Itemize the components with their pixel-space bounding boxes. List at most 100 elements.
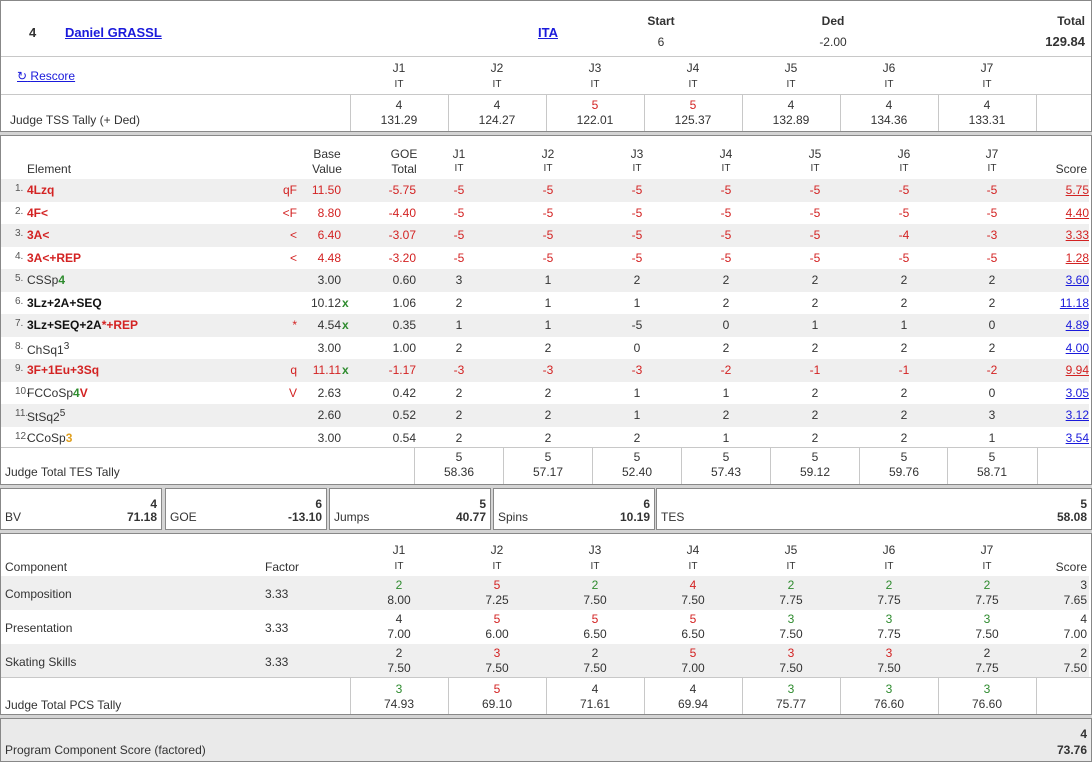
element-judge-goe: -5 xyxy=(898,183,910,197)
element-info: < xyxy=(289,250,297,265)
element-judge-goe: -3 xyxy=(453,363,465,377)
element-judge-goe: 0 xyxy=(633,340,641,355)
element-score-link[interactable]: 1.28 xyxy=(1065,250,1089,265)
element-judge-goe: -5 xyxy=(809,250,821,265)
element-base-value: 2.60 xyxy=(317,408,341,422)
summary-box-tes: TES 5 58.08 xyxy=(656,488,1092,530)
element-score-link[interactable]: 3.54 xyxy=(1065,430,1089,445)
pcs-judge-nation: IT xyxy=(590,561,600,572)
element-row-number: 6. xyxy=(15,295,24,307)
component-judge-mark: 6.50 xyxy=(583,627,607,641)
judge-label: J5 xyxy=(784,61,798,75)
element-judge-goe: -5 xyxy=(631,205,643,220)
element-judge-goe: 2 xyxy=(900,408,908,422)
col-component: Component xyxy=(5,560,68,574)
component-judge-mark: 7.50 xyxy=(387,661,411,675)
element-judge-goe: -5 xyxy=(631,183,643,197)
component-factor: 3.33 xyxy=(265,587,289,601)
element-judge-goe: -5 xyxy=(453,250,465,265)
element-info: < xyxy=(289,228,297,242)
skater-name-link[interactable]: Daniel GRASSL xyxy=(65,25,162,40)
summary-count: 5 xyxy=(479,497,486,511)
element-info: V xyxy=(288,385,297,400)
col-factor: Factor xyxy=(265,560,300,574)
element-name-superscript: 3 xyxy=(63,340,70,352)
element-bonus-x: x xyxy=(342,295,349,310)
judge-total-pcs-tally-label: Judge Total PCS Tally xyxy=(5,698,122,712)
pcs-tally-value: 69.10 xyxy=(481,697,513,711)
element-name-base: StSq2 xyxy=(27,410,60,424)
element-judge-goe: 2 xyxy=(811,408,819,422)
element-score-link[interactable]: 4.40 xyxy=(1065,205,1089,220)
judge-tss-tally: 134.36 xyxy=(870,113,908,127)
element-name-superscript: 5 xyxy=(59,408,66,419)
component-judge-count: 5 xyxy=(493,578,501,592)
element-judge-goe: 0 xyxy=(722,318,730,332)
element-base-value: 3.00 xyxy=(317,273,341,287)
judge-label: J6 xyxy=(882,61,896,75)
element-score-link[interactable]: 3.33 xyxy=(1065,228,1089,242)
element-name-base: 3Lz+SEQ+2A xyxy=(27,318,102,332)
element-base-value: 11.50 xyxy=(311,183,341,197)
component-judge-mark: 8.00 xyxy=(387,593,411,607)
element-judge-nation: IT xyxy=(543,163,553,174)
component-judge-count: 3 xyxy=(983,612,991,626)
col-pcs-score: Score xyxy=(1055,560,1087,574)
rescore-link[interactable]: ↻ Rescore xyxy=(17,69,75,83)
element-judge-goe: 1 xyxy=(900,318,908,332)
element-score-link[interactable]: 3.05 xyxy=(1065,385,1089,400)
col-goe-1: GOE xyxy=(390,147,418,161)
component-judge-mark: 7.50 xyxy=(681,593,705,607)
judge-col-divider xyxy=(448,95,449,131)
judge-tss-tally: 133.31 xyxy=(968,113,1006,127)
element-base-value: 2.63 xyxy=(317,385,341,400)
pcs-judge-label: J1 xyxy=(392,543,406,557)
tes-tally-count: 5 xyxy=(455,450,463,464)
element-judge-goe: 2 xyxy=(811,430,819,445)
judge-col-divider xyxy=(1036,95,1037,131)
skater-header-panel: 4 Daniel GRASSL ITA Start 6 Ded -2.00 To… xyxy=(0,0,1092,132)
element-score-link[interactable]: 11.18 xyxy=(1059,295,1089,310)
pcs-tally-value: 76.60 xyxy=(873,697,905,711)
element-name: 3A< xyxy=(27,228,50,242)
element-score-link[interactable]: 4.00 xyxy=(1065,340,1089,355)
pcs-row: Composition 3.33 2 8.00 5 7.25 2 7.50 4 7.50 2 7.75… xyxy=(1,576,1089,610)
judge-nation: IT xyxy=(786,79,796,90)
element-score-link[interactable]: 3.12 xyxy=(1065,408,1089,422)
element-judge-goe: 2 xyxy=(633,430,641,445)
element-judge-goe: 2 xyxy=(455,295,463,310)
element-judge-goe: -1 xyxy=(898,363,910,377)
tally-col-divider xyxy=(350,678,351,714)
pcs-tally-value: 76.60 xyxy=(971,697,1003,711)
pcs-tally-count: 3 xyxy=(885,682,893,696)
tes-tally-value: 58.71 xyxy=(976,465,1008,479)
nation-link[interactable]: ITA xyxy=(538,25,558,40)
element-judge-goe: 1 xyxy=(455,318,463,332)
component-judge-count: 2 xyxy=(591,646,599,660)
component-judge-count: 2 xyxy=(395,578,403,592)
element-judge-goe: 1 xyxy=(988,430,996,445)
element-judge-nation: IT xyxy=(721,163,731,174)
tally-col-divider xyxy=(503,448,504,484)
element-score-link[interactable]: 4.89 xyxy=(1065,318,1089,332)
element-goe: 0.60 xyxy=(392,273,416,287)
component-judge-mark: 6.00 xyxy=(485,627,509,641)
component-judge-mark: 7.75 xyxy=(975,593,999,607)
element-score-link[interactable]: 5.75 xyxy=(1065,183,1089,197)
judge-label: J4 xyxy=(686,61,700,75)
element-score-link[interactable]: 3.60 xyxy=(1065,273,1089,287)
col-goe-2: Total xyxy=(391,162,417,176)
element-score-link[interactable]: 9.94 xyxy=(1065,363,1089,377)
summary-value: 40.77 xyxy=(455,510,486,524)
tes-tally-value: 52.40 xyxy=(621,465,653,479)
element-judge-goe: -5 xyxy=(453,183,465,197)
summary-value: 58.08 xyxy=(1056,510,1087,524)
pcs-tally-count: 3 xyxy=(395,682,403,696)
col-base-value-2: Value xyxy=(312,162,342,176)
element-row-number: 5. xyxy=(15,273,24,284)
tes-tally-count: 5 xyxy=(722,450,730,464)
judge-tss-tally-label: Judge TSS Tally (+ Ded) xyxy=(10,113,140,127)
pcs-judge-label: J5 xyxy=(784,543,798,557)
pcs-tally-count: 3 xyxy=(787,682,795,696)
judge-label: J2 xyxy=(490,61,504,75)
